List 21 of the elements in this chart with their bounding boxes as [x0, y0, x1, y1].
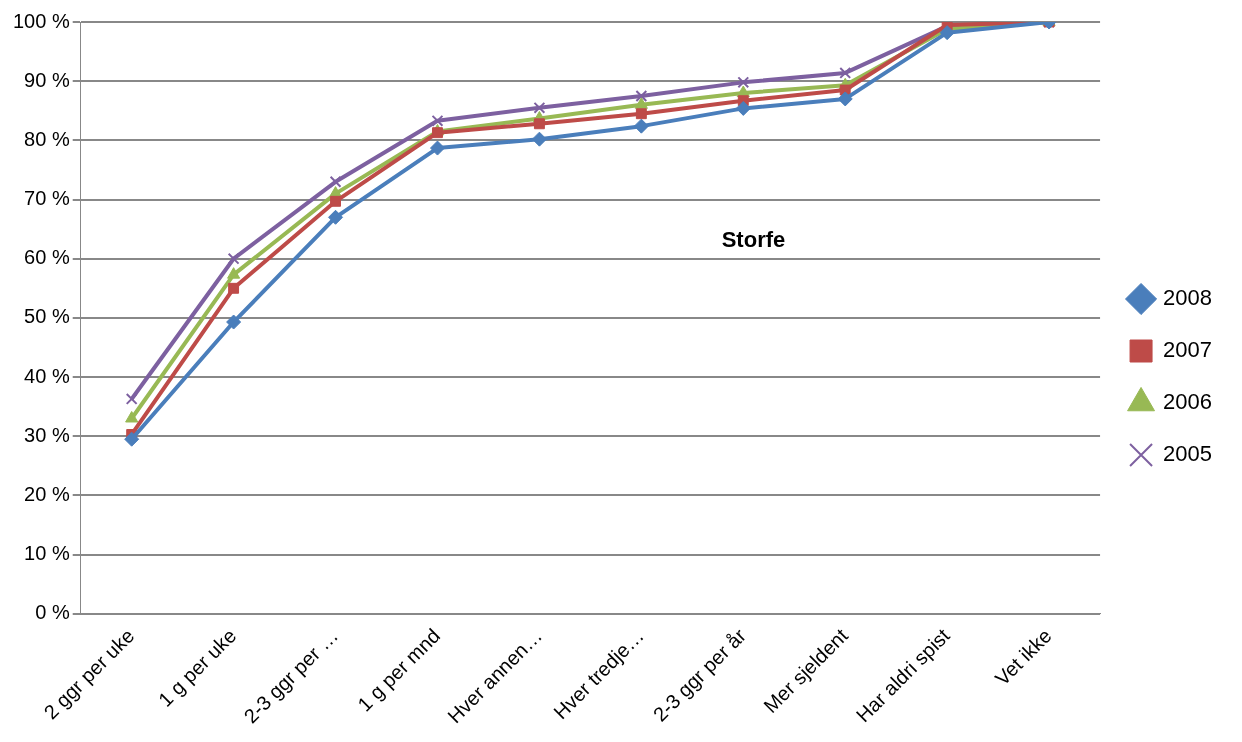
x-tick-label: Vet ikke: [990, 624, 1056, 690]
text: Storfe: [721, 227, 786, 253]
y-tick-label: 20 %: [24, 482, 70, 505]
x-tick-label: 1 g per uke: [154, 624, 241, 711]
legend-label: 2005: [1163, 441, 1213, 467]
x-tick-label: 2 ggr per uke: [39, 624, 139, 724]
legend-label: 2007: [1163, 337, 1213, 363]
y-tick-label: 0 %: [35, 601, 70, 624]
x-tick-label: 2-3 ggr per år: [648, 624, 751, 726]
y-tick-label: 30 %: [24, 423, 70, 446]
y-tick-label: 60 %: [24, 246, 70, 269]
y-tick-label: 50 %: [24, 305, 70, 328]
legend-label: 2006: [1163, 389, 1213, 415]
legend-label: 2008: [1163, 285, 1213, 311]
y-tick-label: 100 %: [12, 9, 70, 32]
y-tick-label: 80 %: [24, 127, 70, 150]
y-tick-label: 40 %: [24, 364, 70, 387]
y-tick-label: 90 %: [24, 68, 70, 91]
y-tick-label: 70 %: [24, 187, 70, 210]
y-tick-label: 10 %: [24, 542, 70, 565]
x-tick-label: 2-3 ggr per …: [239, 624, 343, 728]
